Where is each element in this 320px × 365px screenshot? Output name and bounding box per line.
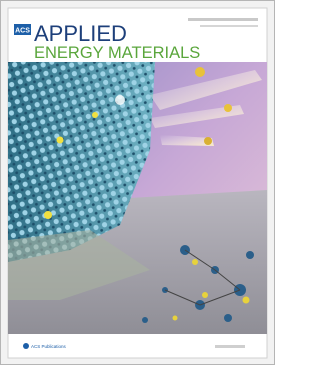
title-line1: APPLIED [34, 21, 127, 46]
page: {"cover": {"logo": "ACS", "title_line1":… [0, 0, 275, 365]
publisher: ACS Publications [31, 344, 67, 349]
footer-info [215, 345, 245, 348]
logo: ACS [15, 28, 30, 35]
issue-info [188, 18, 258, 21]
title-line2: ENERGY MATERIALS [34, 44, 200, 62]
publisher-icon [23, 343, 29, 349]
cover-image [8, 62, 267, 334]
issue-info [200, 25, 258, 27]
journal-cover: ACS APPLIED ENERGY MATERIALS ACS [0, 0, 275, 365]
